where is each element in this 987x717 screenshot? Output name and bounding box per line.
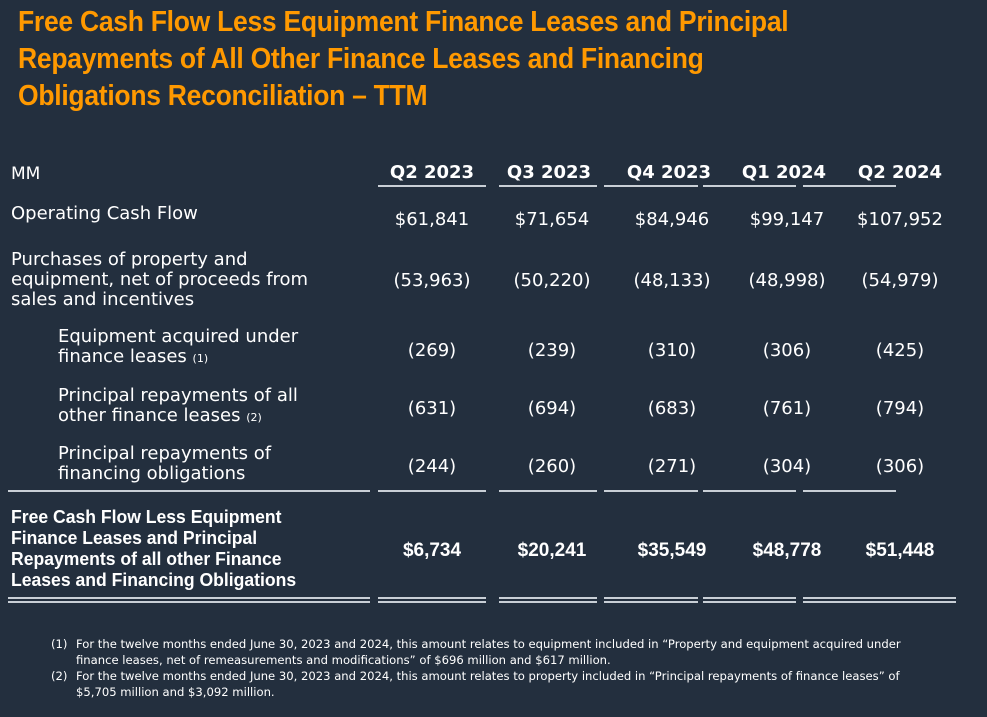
- table-cell: $84,946: [634, 209, 710, 230]
- total-double-rule: [803, 597, 956, 599]
- total-double-rule: [8, 597, 370, 599]
- footnote-text: For the twelve months ended June 30, 202…: [76, 669, 900, 699]
- label-line: Finance Leases and Principal: [11, 527, 258, 548]
- table-cell: (239): [527, 340, 577, 361]
- table-cell: (683): [647, 398, 697, 419]
- label-line: Principal repayments of all: [58, 385, 298, 406]
- subtotal-rule: [378, 490, 486, 492]
- table-cell: (631): [407, 398, 457, 419]
- table-cell: $71,654: [514, 209, 590, 230]
- title-line: Free Cash Flow Less Equipment Finance Le…: [18, 6, 789, 38]
- table-cell: $107,952: [857, 209, 943, 230]
- footnote: (2) For the twelve months ended June 30,…: [51, 668, 931, 700]
- row-label-total-fcf: Free Cash Flow Less Equipment Finance Le…: [11, 506, 296, 590]
- header-underline: [378, 185, 486, 187]
- total-double-rule: [499, 597, 597, 599]
- label-line: Repayments of all other Finance: [11, 548, 282, 569]
- label-line: Principal repayments of: [58, 443, 272, 464]
- header-underline: [604, 185, 698, 187]
- footnote-text: For the twelve months ended June 30, 202…: [76, 637, 901, 667]
- label-line: Purchases of property and: [11, 249, 248, 270]
- footnotes: (1) For the twelve months ended June 30,…: [51, 636, 931, 700]
- header-underline: [703, 185, 796, 187]
- total-double-rule: [499, 601, 597, 603]
- row-label-principal-repayments-financing-obligations: Principal repayments of financing obliga…: [58, 444, 271, 484]
- subtotal-rule: [499, 490, 597, 492]
- column-header: Q3 2023: [506, 162, 592, 183]
- row-label-principal-repayments-finance-leases: Principal repayments of all other financ…: [58, 386, 298, 428]
- table-cell: (694): [527, 398, 577, 419]
- total-double-rule: [703, 601, 796, 603]
- table-cell: $99,147: [749, 209, 825, 230]
- table-cell: (271): [647, 456, 697, 477]
- table-cell: (304): [762, 456, 812, 477]
- total-cell: $6,734: [402, 540, 462, 561]
- table-cell: (425): [875, 340, 925, 361]
- label-line: equipment, net of proceeds from: [11, 269, 309, 290]
- table-cell: (306): [762, 340, 812, 361]
- label-line: Equipment acquired under: [58, 326, 299, 347]
- label-line: finance leases: [58, 346, 187, 367]
- label-line: Leases and Financing Obligations: [11, 569, 297, 590]
- total-double-rule: [803, 601, 956, 603]
- column-header: Q2 2024: [857, 162, 943, 183]
- label-line: financing obligations: [58, 463, 246, 484]
- table-cell: (54,979): [861, 270, 939, 291]
- header-underline: [803, 185, 896, 187]
- row-label-purchases: Purchases of property and equipment, net…: [11, 250, 308, 310]
- table-cell: (53,963): [393, 270, 471, 291]
- table-cell: (50,220): [513, 270, 591, 291]
- total-cell: $48,778: [752, 540, 822, 561]
- table-cell: (244): [407, 456, 457, 477]
- total-double-rule: [604, 601, 698, 603]
- title-line: Repayments of All Other Finance Leases a…: [18, 43, 704, 75]
- row-label-operating-cash-flow: Operating Cash Flow: [11, 204, 198, 224]
- label-line: sales and incentives: [11, 289, 195, 310]
- table-cell: (310): [647, 340, 697, 361]
- table-cell: (794): [875, 398, 925, 419]
- total-double-rule: [378, 601, 486, 603]
- subtotal-rule: [8, 490, 370, 492]
- footnote-marker: (1): [192, 352, 209, 365]
- total-double-rule: [378, 597, 486, 599]
- column-header: Q2 2023: [389, 162, 475, 183]
- header-underline: [499, 185, 597, 187]
- total-cell: $51,448: [865, 540, 935, 561]
- footnote-number: (1): [51, 637, 68, 651]
- column-header: Q4 2023: [626, 162, 712, 183]
- subtotal-rule: [604, 490, 698, 492]
- total-cell: $20,241: [517, 540, 587, 561]
- table-cell: (269): [407, 340, 457, 361]
- footnote-number: (2): [51, 669, 68, 683]
- table-cell: (260): [527, 456, 577, 477]
- page-title: Free Cash Flow Less Equipment Finance Le…: [18, 4, 911, 115]
- total-cell: $35,549: [637, 540, 707, 561]
- total-double-rule: [8, 601, 370, 603]
- footnote: (1) For the twelve months ended June 30,…: [51, 636, 931, 668]
- table-cell: (306): [875, 456, 925, 477]
- label-line: Operating Cash Flow: [11, 203, 198, 224]
- table-cell: (761): [762, 398, 812, 419]
- title-line: Obligations Reconciliation – TTM: [18, 80, 428, 112]
- row-label-equipment-finance-leases: Equipment acquired under finance leases …: [58, 327, 298, 369]
- total-double-rule: [703, 597, 796, 599]
- unit-label: MM: [11, 164, 41, 184]
- total-double-rule: [604, 597, 698, 599]
- subtotal-rule: [703, 490, 796, 492]
- label-line: Free Cash Flow Less Equipment: [11, 506, 282, 527]
- table-cell: (48,998): [748, 270, 826, 291]
- footnote-marker: (2): [246, 411, 262, 424]
- subtotal-rule: [803, 490, 896, 492]
- label-line: other finance leases: [58, 405, 241, 426]
- table-cell: (48,133): [633, 270, 711, 291]
- column-header: Q1 2024: [741, 162, 827, 183]
- table-cell: $61,841: [394, 209, 470, 230]
